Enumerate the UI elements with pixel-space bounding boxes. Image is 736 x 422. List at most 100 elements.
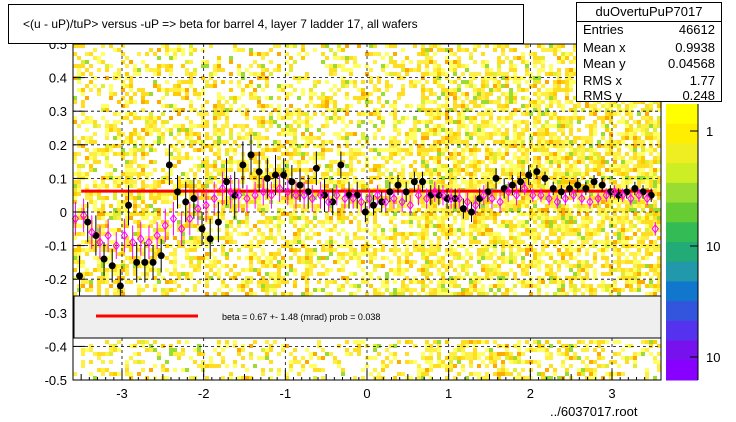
x-tick-label: 3 (608, 386, 615, 401)
data-point (647, 191, 655, 199)
colorbar-tick-label: 10 (706, 239, 720, 254)
data-point-open (259, 187, 267, 197)
data-point (149, 258, 157, 266)
data-point (321, 191, 329, 199)
colorbar-tick-label: 1 (706, 124, 713, 139)
data-point-open (267, 190, 276, 201)
y-axis: -0.5-0.4-0.3-0.2-0.100.10.20.30.40.5 (45, 37, 85, 388)
data-point (255, 168, 263, 176)
legend-text: beta = 0.67 +- 1.48 (mrad) prob = 0.038 (222, 312, 380, 322)
y-tick-label: -0.2 (45, 272, 67, 287)
data-point-open (169, 213, 178, 224)
y-tick-label: -0.1 (45, 239, 67, 254)
data-point-open (553, 197, 561, 207)
data-point-open (561, 193, 570, 204)
x-tick-label: -3 (116, 386, 128, 401)
data-point-open (471, 200, 480, 211)
colorbar (666, 104, 699, 381)
data-point-open (463, 197, 472, 207)
data-point (190, 195, 198, 203)
data-point (361, 208, 369, 216)
data-point-open (79, 210, 88, 221)
data-point (459, 205, 467, 213)
data-point (394, 181, 402, 189)
data-point-open (586, 197, 594, 207)
data-point-open (651, 223, 659, 234)
grid (73, 43, 661, 381)
data-point (427, 191, 435, 199)
y-tick-label: 0.3 (49, 104, 67, 119)
data-point (590, 178, 598, 186)
data-point-open (341, 193, 349, 204)
x-tick-label: -1 (280, 386, 292, 401)
data-point (410, 178, 418, 186)
data-point (484, 188, 492, 196)
data-point (214, 218, 222, 226)
data-point-open (610, 187, 619, 197)
data-point (582, 184, 590, 192)
data-point-open (324, 197, 333, 207)
file-label: ../6037017.root (550, 404, 638, 419)
y-tick-label: 0.1 (49, 171, 67, 186)
data-point-open (594, 193, 602, 204)
x-axis: -3 -2 -1 0 1 2 3 (80, 370, 646, 401)
data-point (157, 252, 165, 260)
data-point-open (300, 190, 308, 201)
data-point (108, 262, 116, 270)
data-point-open (210, 193, 218, 204)
data-point (468, 208, 476, 216)
data-point-open (439, 190, 447, 201)
data-point-open (382, 197, 390, 207)
data-point (557, 188, 565, 196)
data-point-open (137, 234, 145, 244)
data-point (402, 188, 410, 196)
data-point-open (186, 213, 194, 224)
y-tick-label: 0.2 (49, 138, 67, 153)
data-point-open (537, 190, 545, 201)
x-tick-label: 1 (445, 386, 452, 401)
data-point-open (643, 193, 651, 204)
data-point-open (161, 220, 169, 231)
data-point-open (104, 230, 112, 241)
data-point-open (284, 187, 292, 197)
data-point-open (480, 190, 488, 201)
data-point-open (504, 187, 512, 197)
data-point-open (602, 190, 610, 201)
stat-mean-x: Mean x 0.9938 (583, 40, 715, 55)
stat-entries: Entries 46612 (583, 22, 715, 37)
data-point (288, 178, 296, 186)
data-point (198, 225, 206, 233)
colorbar-tick-label: 10 (706, 350, 720, 365)
data-point (549, 184, 557, 192)
data-point-open (406, 200, 414, 211)
data-point-open (357, 197, 365, 207)
data-point (84, 218, 92, 226)
data-point-open (128, 237, 137, 248)
x-tick-label: 2 (527, 386, 534, 401)
stat-mean-y: Mean y 0.04568 (583, 56, 715, 71)
data-point-open (243, 193, 251, 204)
data-point (451, 195, 459, 203)
y-tick-label: 0 (60, 205, 67, 220)
data-point (631, 184, 639, 192)
data-point-open (333, 190, 341, 201)
stats-name: duOvertuPuP7017 (577, 3, 721, 22)
data-point-open (275, 183, 284, 194)
data-point-open (177, 223, 186, 234)
data-point-open (520, 183, 529, 194)
data-point (378, 198, 386, 206)
data-point (525, 171, 533, 179)
x-tick-label: 0 (363, 386, 370, 401)
data-point-open (635, 190, 643, 201)
data-point (174, 188, 182, 196)
data-point (500, 184, 508, 192)
data-point-open (390, 193, 398, 204)
data-point (370, 201, 378, 209)
data-point-open (153, 230, 161, 241)
data-point-open (226, 187, 235, 197)
data-point (223, 178, 231, 186)
data-point (304, 188, 312, 196)
data-point-open (365, 193, 374, 204)
stat-rms-y: RMS y 0.248 (583, 88, 715, 103)
data-point (141, 258, 149, 266)
